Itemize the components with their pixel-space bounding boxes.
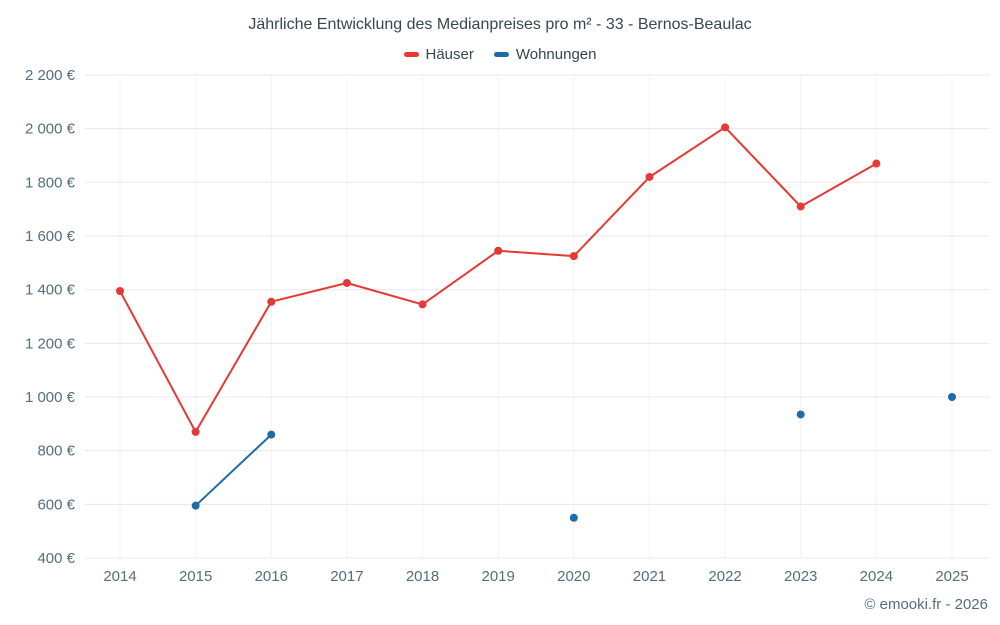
data-point-häuser-2019[interactable] <box>494 246 503 255</box>
x-tick-label: 2024 <box>860 568 893 585</box>
data-point-häuser-2014[interactable] <box>116 287 124 296</box>
x-tick-label: 2014 <box>103 568 136 585</box>
y-tick-label: 600 € <box>37 496 75 513</box>
data-point-wohnungen-2015[interactable] <box>191 501 200 510</box>
x-tick-label: 2017 <box>330 568 363 585</box>
y-tick-label: 800 € <box>37 443 75 460</box>
data-point-wohnungen-2023[interactable] <box>796 410 805 419</box>
data-point-wohnungen-2025[interactable] <box>948 393 956 401</box>
legend-item-wohnungen[interactable]: Wohnungen <box>493 46 597 63</box>
y-tick-label: 2 200 € <box>25 67 76 84</box>
legend-swatch-icon <box>403 52 419 57</box>
data-point-häuser-2016[interactable] <box>267 297 276 306</box>
data-point-wohnungen-2020[interactable] <box>569 513 578 522</box>
legend-swatch-icon <box>493 52 509 57</box>
x-tick-label: 2016 <box>255 568 288 585</box>
legend-item-häuser[interactable]: Häuser <box>403 46 474 63</box>
legend-label: Häuser <box>425 46 474 63</box>
y-tick-label: 1 000 € <box>25 389 76 406</box>
y-tick-label: 1 400 € <box>25 282 76 299</box>
data-point-häuser-2017[interactable] <box>342 278 351 287</box>
y-tick-label: 2 000 € <box>25 121 76 138</box>
x-tick-label: 2020 <box>557 568 590 585</box>
x-tick-label: 2019 <box>481 568 514 585</box>
x-tick-label: 2025 <box>935 568 968 585</box>
data-point-häuser-2018[interactable] <box>418 300 427 309</box>
y-tick-label: 400 € <box>37 550 75 567</box>
chart-title: Jährliche Entwicklung des Medianpreises … <box>248 16 752 33</box>
data-point-häuser-2021[interactable] <box>645 172 654 181</box>
legend-label: Wohnungen <box>515 46 597 63</box>
data-point-häuser-2023[interactable] <box>796 202 805 211</box>
x-tick-label: 2022 <box>708 568 741 585</box>
data-point-wohnungen-2016[interactable] <box>267 430 276 439</box>
x-tick-label: 2018 <box>406 568 439 585</box>
chart-legend: Häuser Wohnungen <box>0 46 1000 63</box>
data-point-häuser-2022[interactable] <box>721 123 730 132</box>
y-tick-label: 1 800 € <box>25 174 76 191</box>
x-tick-label: 2023 <box>784 568 817 585</box>
data-point-häuser-2020[interactable] <box>569 252 578 261</box>
x-tick-label: 2015 <box>179 568 212 585</box>
x-tick-label: 2021 <box>633 568 666 585</box>
y-tick-label: 1 200 € <box>25 335 76 352</box>
data-point-häuser-2024[interactable] <box>872 159 881 168</box>
data-point-häuser-2015[interactable] <box>191 427 200 436</box>
attribution-label: © emooki.fr - 2026 <box>864 596 988 613</box>
y-tick-label: 1 600 € <box>25 228 76 245</box>
